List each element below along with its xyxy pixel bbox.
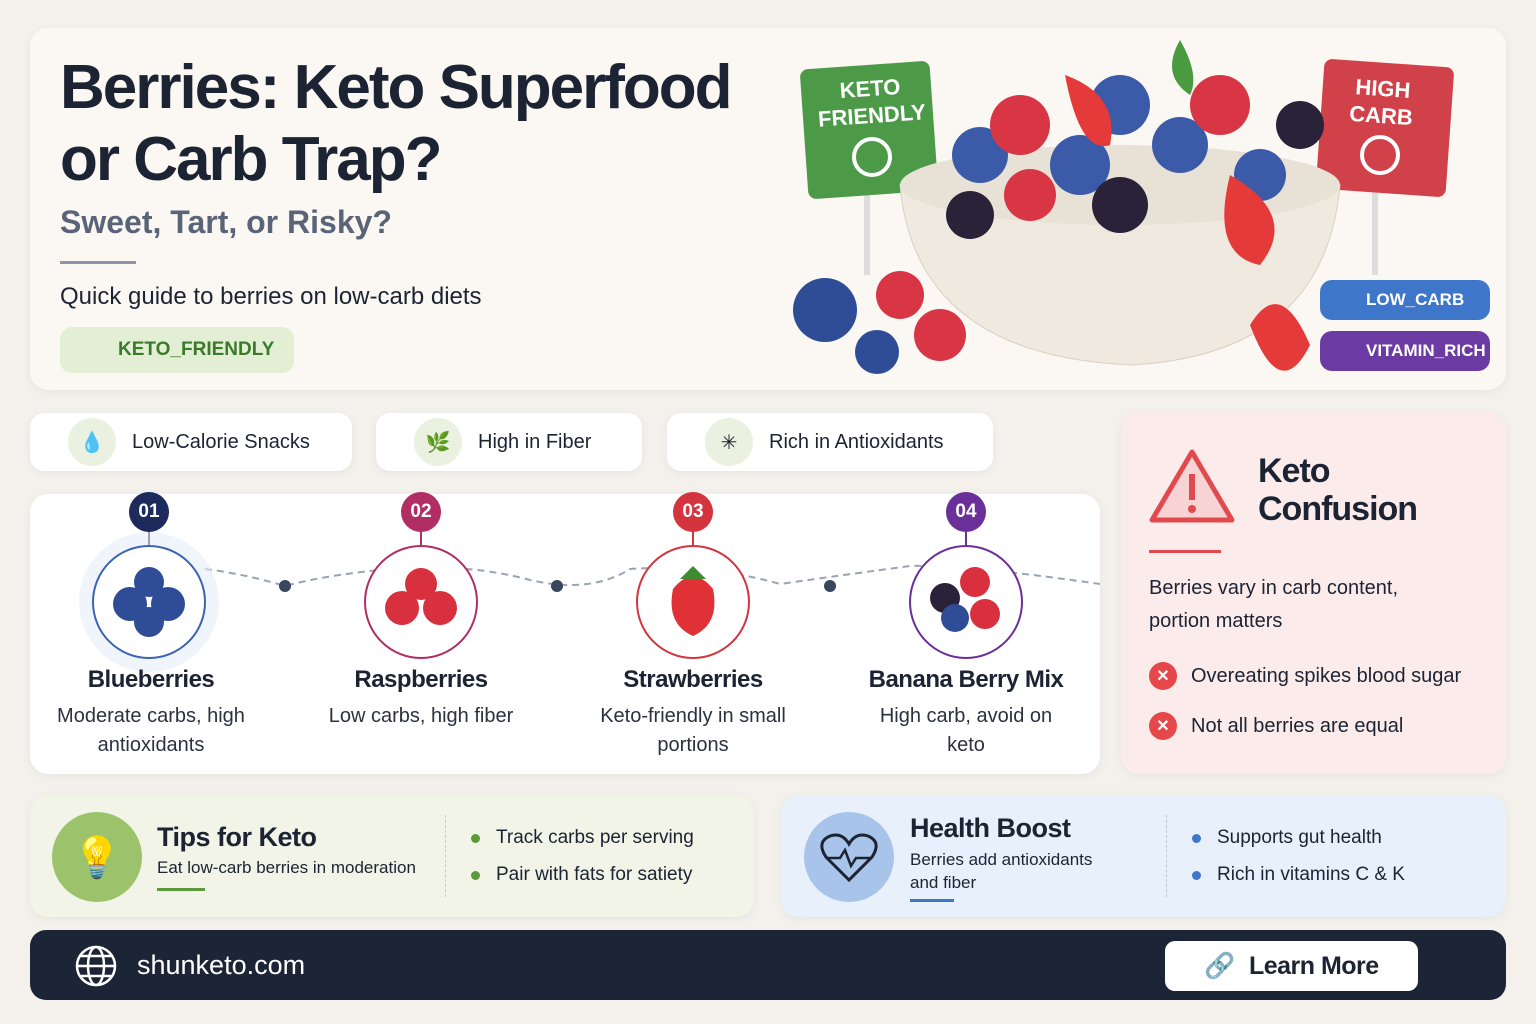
tag-text: LOW_CARB [1366,290,1465,309]
health-item: Rich in vitamins C & K [1192,864,1405,886]
separator [445,815,446,897]
berry-description: Moderate carbs, high antioxidants [57,705,245,756]
button-text: Learn More [1248,951,1379,980]
tag: VITAMIN_RICH [1320,331,1490,371]
divider [1149,550,1221,553]
divider [60,261,136,264]
description: Quick guide to berries on low-carb diets [60,283,482,310]
tips-title: Tips for Keto [157,822,317,852]
step-number: 01 [129,492,169,532]
health-title: Health Boost [910,813,1071,843]
berry-name: Raspberries [354,666,488,693]
berry-description: Low carbs, high fiber [328,705,514,727]
tips-item-text: Pair with fats for satiety [496,864,693,885]
tips-item-text: Track carbs per serving [496,827,694,848]
berry-description: High carb, avoid on keto [879,705,1053,756]
tips-icon: 💡 [52,812,142,902]
health-subtitle: Berries add antioxidants and fiber [910,850,1093,892]
tips-card [30,795,754,917]
tag: LOW_CARB [1320,280,1490,320]
health-item-text: Supports gut health [1217,827,1382,848]
hero-illustration [793,40,1454,374]
health-icon [804,812,894,902]
berry-name: Strawberries [623,666,763,693]
link-icon: 🔗 [1204,951,1235,980]
subtitle: Sweet, Tart, or Risky? [60,204,392,240]
sign-carb: HIGH CARB [1348,74,1414,131]
step-number: 02 [401,492,441,532]
tips-item: Track carbs per serving [471,827,694,849]
warning-item-text: Overeating spikes blood sugar [1191,664,1462,687]
feature-text: Rich in Antioxidants [769,430,944,453]
step-number: 03 [673,492,713,532]
feature-pill: ✳ Rich in Antioxidants [667,413,993,471]
divider [910,899,954,902]
tag-text: VITAMIN_RICH [1366,341,1486,360]
step-number: 04 [946,492,986,532]
health-item-text: Rich in vitamins C & K [1217,864,1405,885]
sign-keto: KETO FRIENDLY [817,73,927,132]
berry-description: Keto-friendly in small portions [600,705,786,756]
warning-icon [1149,449,1235,523]
health-item: Supports gut health [1192,827,1382,849]
separator [1166,815,1167,897]
tips-subtitle: Eat low-carb berries in moderation [157,858,416,877]
berry-name: Banana Berry Mix [868,666,1064,693]
learn-more-button[interactable]: 🔗 Learn More [1165,941,1418,991]
globe-icon [75,945,117,987]
warning-title: Keto Confusion [1258,452,1418,528]
feature-pill: 🌿 High in Fiber [376,413,642,471]
feature-text: Low-Calorie Snacks [132,430,310,453]
warning-item: ✕ Not all berries are equal [1149,712,1403,740]
warning-item-text: Not all berries are equal [1191,714,1404,737]
footer-site: shunketo.com [137,950,306,980]
health-card [781,795,1506,917]
feature-text: High in Fiber [478,430,592,453]
feature-pill: 💧 Low-Calorie Snacks [30,413,352,471]
badge-text: KETO_FRIENDLY [118,339,275,360]
berries-illustration [79,531,1100,672]
tips-item: Pair with fats for satiety [471,864,692,886]
warning-text: Berries vary in carb content, portion ma… [1149,577,1398,632]
divider [157,888,205,891]
berry-name: Blueberries [87,666,215,693]
title: Berries: Keto Superfood or Carb Trap? [60,53,733,194]
warning-item: ✕ Overeating spikes blood sugar [1149,662,1461,690]
badge: KETO_FRIENDLY [60,327,294,373]
